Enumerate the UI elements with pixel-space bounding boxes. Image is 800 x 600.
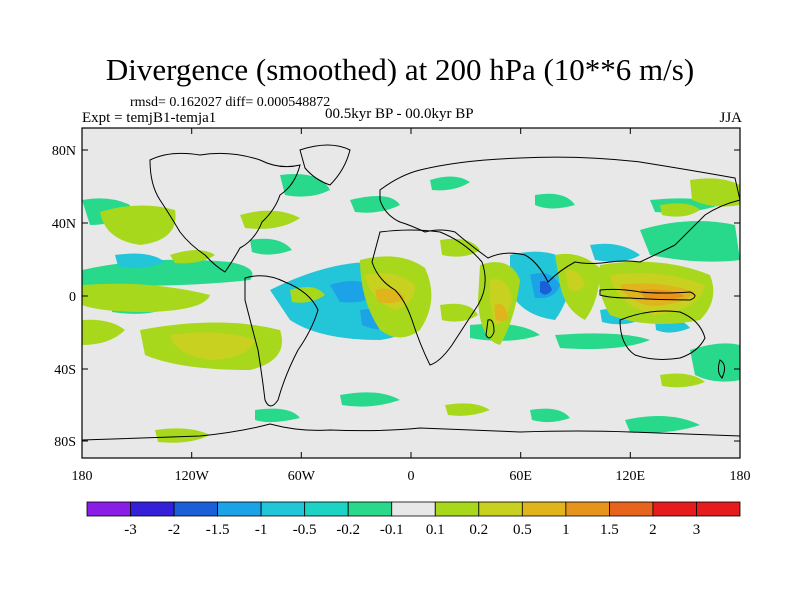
colorbar-swatch: [86, 501, 131, 517]
contour-patch: [82, 283, 210, 312]
coastline-africa: [371, 229, 486, 366]
contour-patch: [495, 303, 508, 322]
colorbar-label: -0.2: [336, 522, 360, 538]
lon-label: 120E: [616, 469, 646, 484]
lon-label: 60W: [288, 469, 316, 484]
lat-label: 0: [69, 290, 76, 305]
colorbar-label: -1: [255, 522, 268, 538]
colorbar-label: 1.5: [600, 522, 619, 538]
contour-patch: [255, 408, 300, 423]
contour-patch: [170, 332, 255, 360]
coastline-indonesia: [599, 288, 696, 301]
longitude-axis: 180 120W 60W 0 60E 120E 180: [72, 128, 751, 484]
colorbar-swatch: [347, 501, 393, 517]
colorbar: -3 -2 -1.5 -1 -0.5 -0.2 -0.1 0.1 0.2 0.5 1 1.5 2 3: [86, 501, 741, 538]
coastline-australia: [619, 310, 706, 360]
coastline-new-zealand: [717, 359, 726, 379]
season-label: JJA: [719, 110, 742, 126]
contour-patch: [690, 343, 740, 382]
colorbar-swatch: [260, 501, 306, 517]
contour-patch: [440, 303, 478, 322]
contour-patch: [155, 428, 210, 443]
colorbar-label: -3: [124, 522, 137, 538]
contour-patch: [640, 221, 740, 262]
colorbar-label: 1: [562, 522, 570, 538]
lon-label: 60E: [509, 469, 532, 484]
contour-patch: [660, 373, 705, 388]
contour-patch: [290, 286, 325, 303]
lat-label: 80N: [52, 144, 76, 159]
colorbar-swatch: [696, 501, 741, 517]
stats-text: rmsd= 0.162027 diff= 0.000548872: [130, 95, 331, 110]
coastline-greenland: [299, 144, 351, 186]
plot-title: Divergence (smoothed) at 200 hPa (10**6 …: [105, 52, 695, 87]
lat-label: 40S: [54, 363, 76, 378]
lat-label: 80S: [54, 435, 76, 450]
colorbar-swatch: [478, 501, 523, 517]
lat-label: 40N: [52, 217, 76, 232]
contour-patch: [170, 250, 215, 264]
lon-label: 0: [408, 469, 415, 484]
experiment-label: Expt = temjB1-temja1: [82, 110, 217, 126]
contour-patch: [625, 416, 700, 433]
colorbar-swatch: [521, 501, 567, 517]
colorbar-label: -0.1: [380, 522, 404, 538]
contour-patch: [240, 210, 300, 229]
colorbar-label: 0.5: [513, 522, 532, 538]
contour-patch: [82, 319, 125, 345]
colorbar-swatch: [304, 501, 349, 517]
colorbar-swatch: [565, 501, 610, 517]
colorbar-swatch: [130, 501, 175, 517]
colorbar-label: -1.5: [206, 522, 230, 538]
contour-patch: [250, 238, 292, 255]
coastlines: [82, 144, 740, 441]
contour-patch: [445, 403, 490, 416]
coastline-north-america: [149, 152, 301, 273]
colorbar-swatch: [391, 501, 436, 517]
latitude-axis: 80N 40N 0 40S 80S: [52, 144, 740, 450]
contour-patch: [340, 392, 400, 407]
contour-patch: [530, 408, 570, 423]
coastline-antarctica: [82, 423, 740, 441]
contour-patch: [350, 196, 400, 213]
lon-label: 180: [730, 469, 751, 484]
colorbar-swatch: [652, 501, 697, 517]
colorbar-swatch: [217, 501, 262, 517]
colorbar-label: 2: [649, 522, 657, 538]
colorbar-label: -2: [168, 522, 181, 538]
contour-patch: [690, 178, 740, 207]
contour-patch: [430, 176, 470, 191]
contour-patch: [590, 243, 640, 262]
contour-patch: [100, 205, 176, 245]
colorbar-swatch: [173, 501, 218, 517]
colorbar-label: 0.1: [426, 522, 445, 538]
lon-label: 180: [72, 469, 93, 484]
colorbar-swatch: [434, 501, 480, 517]
colorbar-label: -0.5: [293, 522, 317, 538]
colorbar-label: 3: [693, 522, 701, 538]
contour-fields: [82, 174, 740, 443]
colorbar-label: 0.2: [469, 522, 488, 538]
contour-patch: [640, 289, 685, 300]
contour-patch: [535, 193, 575, 209]
lon-label: 120W: [175, 469, 210, 484]
contour-patch: [660, 203, 700, 217]
coastline-eurasia: [379, 156, 740, 283]
contour-patch: [440, 238, 480, 257]
contour-patch: [540, 281, 552, 295]
contour-patch: [565, 269, 585, 291]
coastline-madagascar: [485, 319, 495, 339]
period-label: 00.5kyr BP - 00.0kyr BP: [325, 106, 474, 122]
colorbar-swatch: [609, 501, 654, 517]
coastline-south-america: [244, 275, 319, 407]
contour-patch: [115, 253, 165, 269]
